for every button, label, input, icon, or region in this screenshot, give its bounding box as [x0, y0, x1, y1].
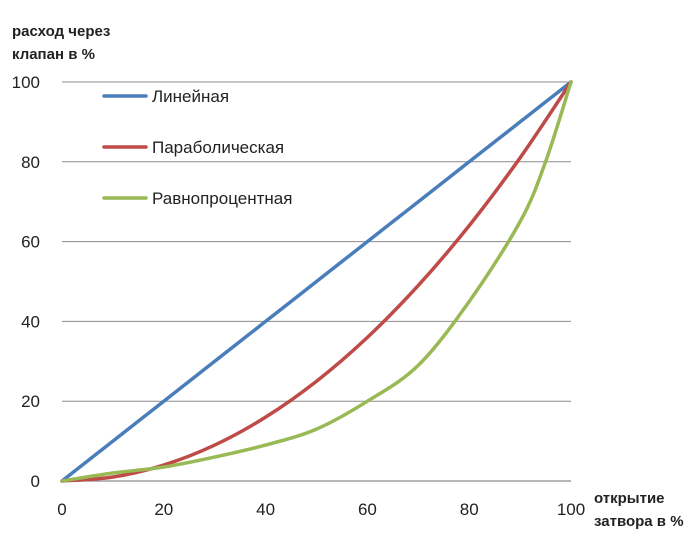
axes: 0 20 40 60 80 100 0 20 40 60 80 100 — [12, 73, 586, 519]
x-tick-label: 40 — [256, 500, 275, 519]
y-axis-title-line-1: расход через — [12, 23, 110, 40]
legend-label-2: Параболическая — [152, 138, 284, 157]
y-axis-title-line-2: клапан в % — [12, 46, 95, 63]
grid-lines — [62, 81, 571, 402]
series-line-3 — [60, 80, 573, 483]
y-tick-label: 20 — [21, 392, 40, 411]
x-axis-title-line-2: затвора в % — [594, 513, 684, 530]
legend-label-1: Линейная — [152, 87, 229, 106]
x-tick-label: 60 — [358, 500, 377, 519]
y-tick-label: 100 — [12, 73, 40, 92]
y-tick-label: 60 — [21, 233, 40, 252]
x-tick-label: 0 — [57, 500, 66, 519]
x-tick-label: 100 — [557, 500, 585, 519]
legend-label-3: Равнопроцентная — [152, 189, 292, 208]
legend: Линейная Параболическая Равнопроцентная — [102, 87, 292, 208]
series-lines — [60, 80, 573, 483]
x-tick-label: 20 — [154, 500, 173, 519]
series-line-1 — [60, 80, 573, 483]
y-tick-label: 80 — [21, 153, 40, 172]
y-tick-label: 0 — [31, 472, 40, 491]
x-tick-label: 80 — [460, 500, 479, 519]
x-axis-title-line-1: открытие — [594, 490, 665, 507]
y-tick-label: 40 — [21, 312, 40, 331]
